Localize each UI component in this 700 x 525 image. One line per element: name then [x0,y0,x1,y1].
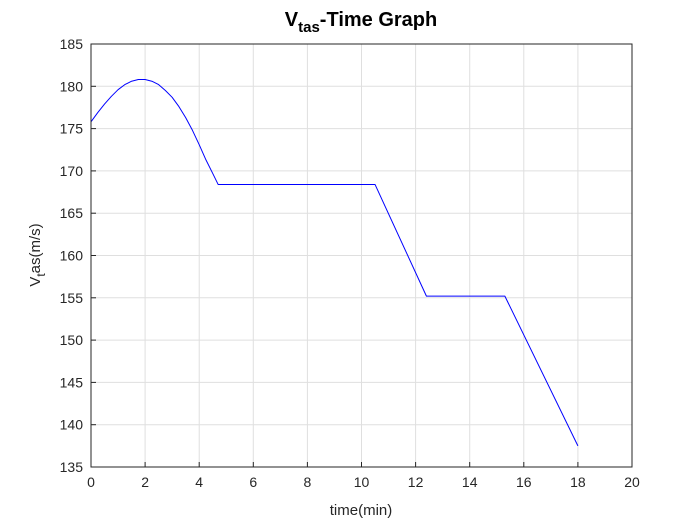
y-tick-label: 145 [60,374,84,390]
grid-lines [91,44,632,467]
y-tick-label: 175 [60,121,84,137]
y-tick-label: 180 [60,78,84,94]
y-tick-label: 155 [60,290,84,306]
y-tick-label: 150 [60,332,84,348]
y-tick-label: 135 [60,459,84,475]
y-tick-label: 160 [60,248,84,264]
axis-ticks: 0 2 4 6 8 10 12 14 16 18 20 135 140 145 150 155 160 165 17… [60,36,640,490]
y-tick-label: 165 [60,205,84,221]
x-tick-label: 4 [195,474,203,490]
chart-title: Vtas-Time Graph [285,9,437,36]
y-axis-label: Vtas(m/s) [27,223,48,286]
x-tick-label: 18 [570,474,586,490]
y-tick-label: 140 [60,417,84,433]
x-tick-label: 2 [141,474,149,490]
x-tick-label: 14 [462,474,478,490]
x-tick-label: 12 [408,474,424,490]
x-tick-label: 6 [249,474,257,490]
y-tick-label: 170 [60,163,84,179]
y-tick-label: 185 [60,36,84,52]
x-axis-label: time(min) [330,502,393,519]
x-tick-label: 16 [516,474,532,490]
series-line [90,79,579,447]
x-tick-label: 8 [304,474,312,490]
x-tick-label: 10 [354,474,370,490]
series-layer [90,79,579,447]
x-tick-label: 0 [87,474,95,490]
x-tick-label: 20 [624,474,640,490]
